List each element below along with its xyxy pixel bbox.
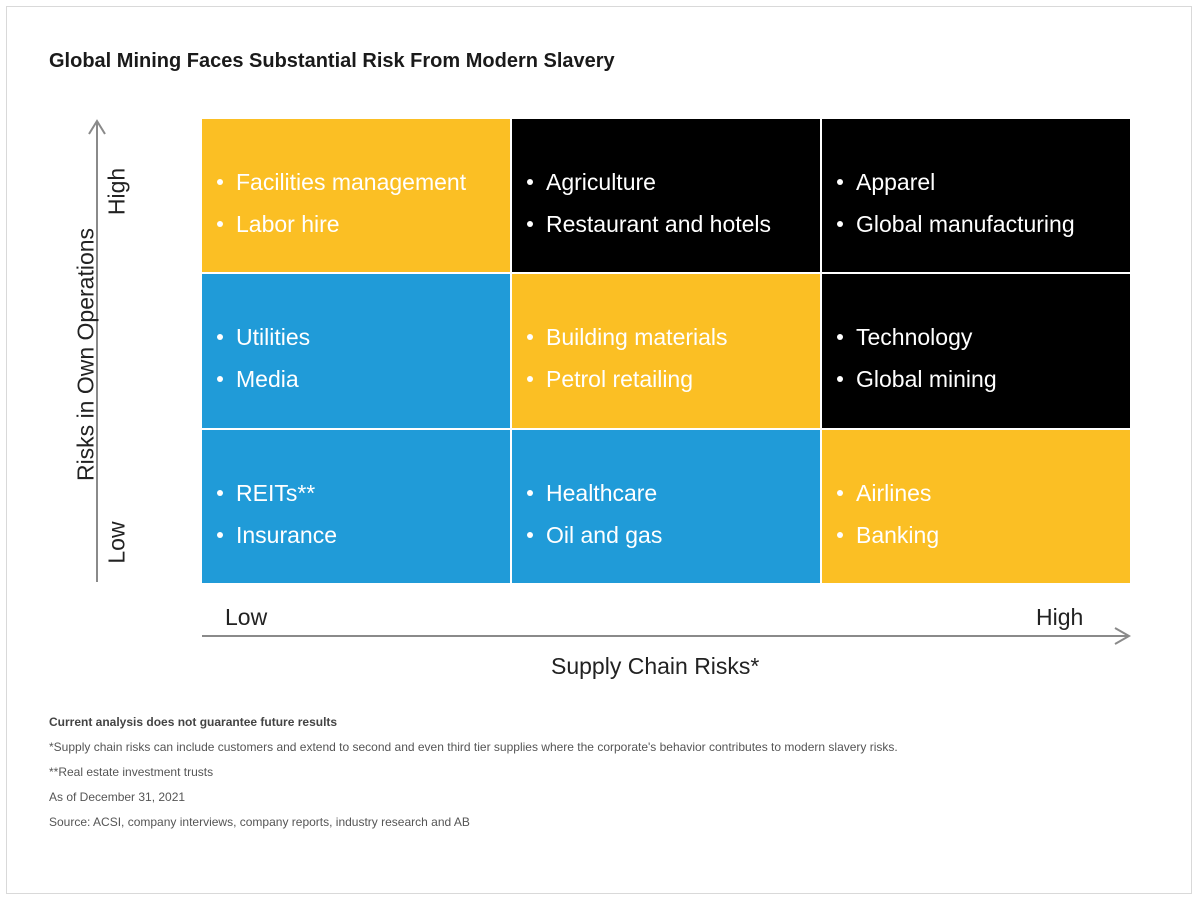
footnote-reits: **Real estate investment trusts: [49, 765, 214, 779]
source-note: Source: ACSI, company interviews, compan…: [49, 815, 470, 829]
x-axis-arrow: [202, 627, 1132, 645]
matrix-item: Global mining: [836, 358, 1130, 400]
matrix-item: Media: [216, 358, 510, 400]
matrix-cell-high-low: Facilities management Labor hire: [202, 119, 510, 273]
matrix-item: Oil and gas: [526, 514, 820, 556]
matrix-item: Labor hire: [216, 203, 510, 245]
matrix-item: Utilities: [216, 316, 510, 358]
matrix-item: Facilities management: [216, 161, 510, 203]
matrix-item: Agriculture: [526, 161, 820, 203]
y-axis-arrow: [88, 119, 106, 582]
footnote-supply-chain: *Supply chain risks can include customer…: [49, 740, 898, 754]
y-axis-low-label: Low: [103, 521, 130, 564]
y-axis-title: Risks in Own Operations: [72, 227, 99, 482]
figure-frame: [6, 6, 1192, 894]
x-axis-low-label: Low: [225, 604, 268, 630]
y-axis-high-label: High: [103, 167, 130, 216]
matrix-item: Healthcare: [526, 472, 820, 514]
as-of-date: As of December 31, 2021: [49, 790, 186, 804]
matrix-item: Technology: [836, 316, 1130, 358]
matrix-item: Banking: [836, 514, 1130, 556]
matrix-item: Apparel: [836, 161, 1130, 203]
x-axis-high-label: High: [1036, 604, 1084, 630]
matrix-item: Restaurant and hotels: [526, 203, 820, 245]
matrix-cell-low-high: Airlines Banking: [822, 429, 1130, 583]
x-axis-title: Supply Chain Risks*: [551, 653, 760, 679]
figure-title: Global Mining Faces Substantial Risk Fro…: [49, 50, 615, 72]
matrix-item: Building materials: [526, 316, 820, 358]
matrix-item: Airlines: [836, 472, 1130, 514]
matrix-item: Global manufacturing: [836, 203, 1130, 245]
matrix-item: Petrol retailing: [526, 358, 820, 400]
matrix-cell-high-high: Apparel Global manufacturing: [822, 119, 1130, 273]
matrix-cell-low-low: REITs** Insurance: [202, 429, 510, 583]
matrix-cell-medium-medium: Building materials Petrol retailing: [512, 274, 820, 428]
disclaimer: Current analysis does not guarantee futu…: [49, 715, 338, 729]
risk-matrix: Facilities management Labor hire Agricul…: [202, 119, 1130, 583]
footnotes: Current analysis does not guarantee futu…: [49, 714, 898, 839]
matrix-cell-high-medium: Agriculture Restaurant and hotels: [512, 119, 820, 273]
matrix-item: Insurance: [216, 514, 510, 556]
matrix-cell-medium-low: Utilities Media: [202, 274, 510, 428]
matrix-cell-medium-high: Technology Global mining: [822, 274, 1130, 428]
matrix-cell-low-medium: Healthcare Oil and gas: [512, 429, 820, 583]
matrix-item: REITs**: [216, 472, 510, 514]
